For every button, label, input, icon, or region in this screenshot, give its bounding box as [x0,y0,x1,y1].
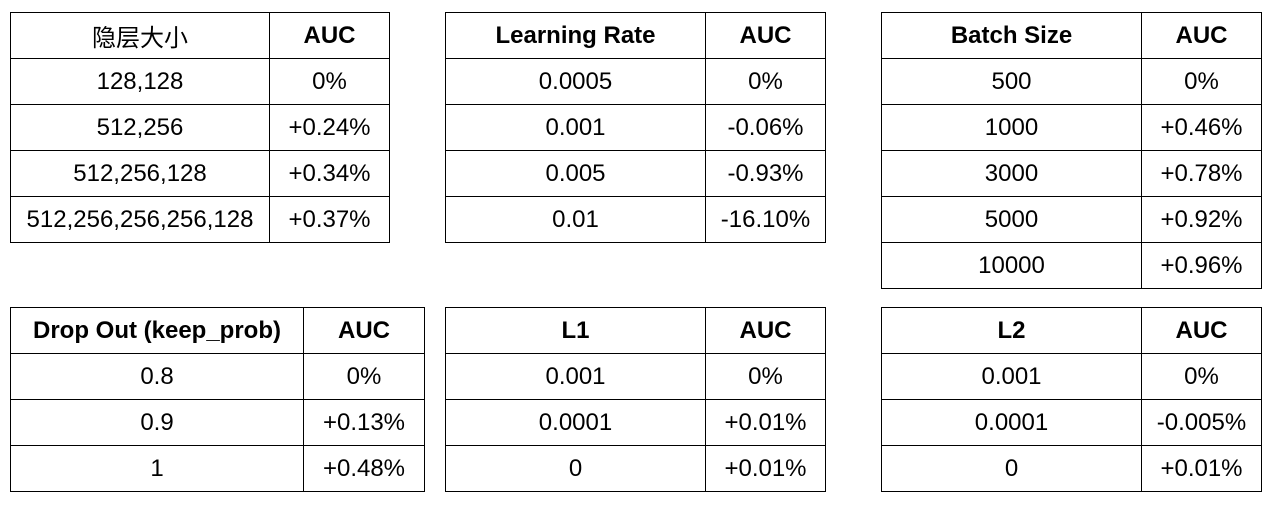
param-cell: 128,128 [10,58,270,105]
param-cell: 5000 [881,196,1142,243]
table-row: 1000 +0.46% [881,104,1262,151]
table-row: 0.8 0% [10,353,425,400]
param-cell: 0.0001 [881,399,1142,446]
auc-cell: +0.01% [705,445,826,492]
auc-cell: +0.34% [269,150,390,197]
table-row: 512,256,256,256,128 +0.37% [10,196,390,243]
param-cell: 0.0005 [445,58,706,105]
auc-cell: 0% [1141,353,1262,400]
header-param: Batch Size [881,12,1142,59]
auc-cell: +0.01% [1141,445,1262,492]
param-cell: 512,256,256,256,128 [10,196,270,243]
table-row: 0.001 -0.06% [445,104,826,151]
auc-cell: -16.10% [705,196,826,243]
table-row: 128,128 0% [10,58,390,105]
auc-cell: -0.06% [705,104,826,151]
header-auc: AUC [1141,307,1262,354]
auc-cell: +0.13% [303,399,425,446]
header-auc: AUC [269,12,390,59]
dropout-table: Drop Out (keep_prob) AUC 0.8 0% 0.9 +0.1… [10,307,425,492]
table-row: 512,256 +0.24% [10,104,390,151]
learning-rate-table: Learning Rate AUC 0.0005 0% 0.001 -0.06%… [445,12,826,243]
table-row: 0.001 0% [445,353,826,400]
table-row: 0.0005 0% [445,58,826,105]
header-param: 隐层大小 [10,12,270,59]
auc-cell: +0.92% [1141,196,1262,243]
header-auc: AUC [1141,12,1262,59]
param-cell: 500 [881,58,1142,105]
param-cell: 0.001 [445,353,706,400]
header-auc: AUC [705,12,826,59]
header-auc: AUC [303,307,425,354]
auc-cell: +0.24% [269,104,390,151]
param-cell: 0.001 [881,353,1142,400]
auc-cell: +0.01% [705,399,826,446]
table-row: 0.01 -16.10% [445,196,826,243]
header-param: Learning Rate [445,12,706,59]
auc-cell: +0.48% [303,445,425,492]
table-row: 3000 +0.78% [881,150,1262,197]
param-cell: 0 [445,445,706,492]
table-header-row: L1 AUC [445,307,826,354]
table-row: 0.0001 -0.005% [881,399,1262,446]
param-cell: 0.01 [445,196,706,243]
param-cell: 0.005 [445,150,706,197]
auc-cell: +0.46% [1141,104,1262,151]
batch-size-table: Batch Size AUC 500 0% 1000 +0.46% 3000 +… [881,12,1262,289]
table-header-row: Batch Size AUC [881,12,1262,59]
header-auc: AUC [705,307,826,354]
param-cell: 1 [10,445,304,492]
auc-cell: -0.93% [705,150,826,197]
l2-table: L2 AUC 0.001 0% 0.0001 -0.005% 0 +0.01% [881,307,1262,492]
table-row: 0 +0.01% [881,445,1262,492]
param-cell: 512,256,128 [10,150,270,197]
table-row: 0 +0.01% [445,445,826,492]
table-row: 512,256,128 +0.34% [10,150,390,197]
param-cell: 3000 [881,150,1142,197]
param-cell: 0.0001 [445,399,706,446]
hidden-layer-size-table: 隐层大小 AUC 128,128 0% 512,256 +0.24% 512,2… [10,12,390,243]
table-row: 0.0001 +0.01% [445,399,826,446]
auc-cell: +0.96% [1141,242,1262,289]
param-cell: 0.9 [10,399,304,446]
table-row: 5000 +0.92% [881,196,1262,243]
param-cell: 0.001 [445,104,706,151]
auc-cell: 0% [705,58,826,105]
auc-cell: 0% [1141,58,1262,105]
table-row: 500 0% [881,58,1262,105]
l1-table: L1 AUC 0.001 0% 0.0001 +0.01% 0 +0.01% [445,307,826,492]
auc-cell: +0.78% [1141,150,1262,197]
auc-cell: +0.37% [269,196,390,243]
param-cell: 512,256 [10,104,270,151]
header-param: L1 [445,307,706,354]
header-param: L2 [881,307,1142,354]
auc-cell: -0.005% [1141,399,1262,446]
table-row: 0.001 0% [881,353,1262,400]
param-cell: 10000 [881,242,1142,289]
auc-cell: 0% [269,58,390,105]
auc-cell: 0% [705,353,826,400]
table-header-row: Learning Rate AUC [445,12,826,59]
header-param: Drop Out (keep_prob) [10,307,304,354]
auc-cell: 0% [303,353,425,400]
table-row: 0.005 -0.93% [445,150,826,197]
param-cell: 1000 [881,104,1142,151]
table-header-row: 隐层大小 AUC [10,12,390,59]
param-cell: 0 [881,445,1142,492]
table-row: 10000 +0.96% [881,242,1262,289]
table-row: 0.9 +0.13% [10,399,425,446]
param-cell: 0.8 [10,353,304,400]
table-header-row: Drop Out (keep_prob) AUC [10,307,425,354]
table-row: 1 +0.48% [10,445,425,492]
table-header-row: L2 AUC [881,307,1262,354]
